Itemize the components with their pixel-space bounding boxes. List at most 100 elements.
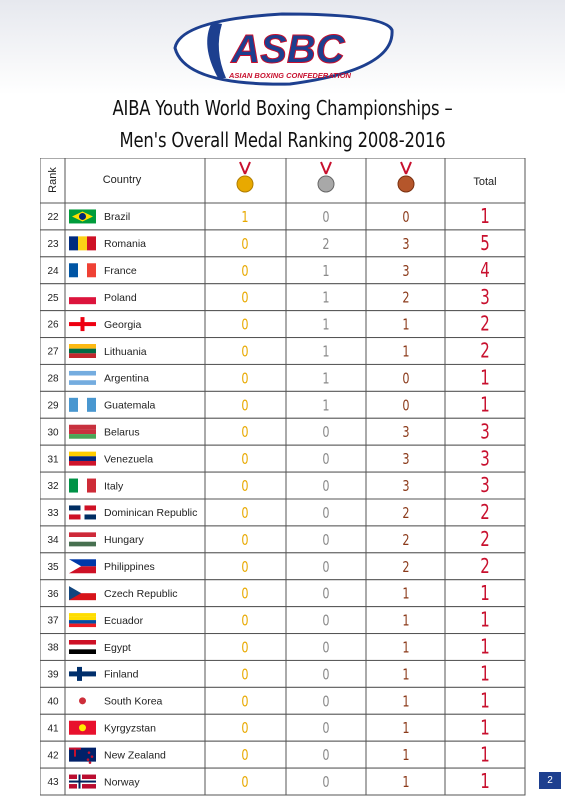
gold-count: 0	[241, 506, 248, 523]
flag	[69, 720, 96, 735]
flag-part	[69, 456, 96, 461]
flag-part	[69, 290, 96, 298]
table-row: 28 Argentina 0 1 0 1	[40, 363, 526, 392]
flag	[69, 478, 96, 493]
bronze-count: 2	[402, 506, 409, 523]
country: France	[104, 265, 137, 277]
bronze-count: 3	[402, 452, 409, 469]
gold-count: 0	[241, 290, 248, 307]
row-cell	[40, 310, 526, 339]
gold-count: 0	[241, 263, 248, 280]
flag	[69, 747, 96, 764]
row-cell	[40, 444, 526, 473]
gold-count: 0	[241, 371, 248, 388]
row-cell	[40, 202, 526, 231]
flag-part	[74, 747, 76, 757]
table-row: 36 Czech Republic 0 0 1 1	[40, 579, 526, 608]
header-country: Country	[103, 174, 142, 186]
row-cell	[40, 659, 526, 688]
title-line: Men's Overall Medal Ranking 2008-2016	[119, 128, 446, 152]
flag	[69, 532, 96, 547]
flag-part	[84, 505, 96, 511]
country: Argentina	[104, 373, 149, 385]
table-row: 29 Guatemala 0 1 0 1	[40, 390, 526, 419]
table-row: 33 Dominican Republic 0 0 2 2	[40, 498, 526, 527]
bronze-count: 1	[402, 640, 409, 657]
country: Romania	[104, 238, 146, 250]
total-count: 2	[480, 341, 490, 364]
flag-part	[69, 566, 96, 574]
silver-count: 0	[322, 667, 329, 684]
country: Italy	[104, 480, 124, 492]
bronze-count: 1	[402, 317, 409, 334]
rank: 28	[47, 374, 59, 385]
table-row: 22 Brazil 1 0 0 1	[40, 202, 526, 231]
flag-part	[69, 397, 78, 412]
flag-part	[69, 623, 96, 628]
flag	[69, 774, 96, 789]
total-count: 2	[480, 314, 490, 337]
flag	[69, 640, 96, 654]
flag	[69, 424, 96, 439]
title-line: AIBA Youth World Boxing Championships –	[112, 96, 453, 120]
rank: 38	[47, 643, 59, 654]
page-number: 2	[539, 772, 561, 789]
flag-part	[69, 671, 96, 677]
silver-count: 0	[322, 640, 329, 657]
table-row: 43 Norway 0 0 1 1	[40, 767, 526, 796]
rank: 26	[47, 320, 59, 331]
silver-count: 1	[322, 344, 329, 361]
logo: ASBC ASIAN BOXING CONFEDERATION	[0, 0, 565, 95]
flag-part	[69, 747, 96, 762]
country: Hungary	[104, 534, 144, 546]
rank: 31	[47, 454, 59, 465]
country: Kyrgyzstan	[104, 723, 156, 735]
silver-count: 0	[322, 721, 329, 738]
row-cell	[40, 713, 526, 742]
flag	[69, 397, 96, 412]
silver-medal-icon	[317, 161, 335, 193]
rank: 36	[47, 589, 59, 600]
flag-part	[69, 586, 82, 601]
table-row: 25 Poland 0 1 2 3	[40, 283, 526, 312]
flag-part	[69, 514, 81, 520]
rank: 33	[47, 508, 59, 519]
logo-text: ASBC	[230, 28, 345, 72]
silver-count: 0	[322, 452, 329, 469]
gold-count: 0	[241, 479, 248, 496]
total-count: 4	[480, 260, 490, 283]
total-count: 1	[480, 583, 490, 606]
rank: 37	[47, 616, 59, 627]
flag-part	[69, 593, 96, 601]
flag-part	[87, 397, 96, 412]
table-row: 23 Romania 0 2 3 5	[40, 229, 526, 258]
gold-count: 0	[241, 559, 248, 576]
total-count: 1	[480, 771, 490, 794]
flag	[69, 290, 96, 305]
row-cell	[40, 471, 526, 500]
bronze-medal-icon	[397, 161, 415, 193]
silver-count: 1	[322, 398, 329, 415]
flag	[69, 586, 96, 601]
bronze-count: 1	[402, 694, 409, 711]
flag	[69, 505, 96, 520]
flag	[69, 451, 96, 466]
flag-part	[69, 644, 96, 650]
flag-part	[78, 263, 87, 278]
total-count: 1	[480, 744, 490, 767]
silver-count: 0	[322, 694, 329, 711]
gold-count: 0	[241, 613, 248, 630]
flag	[69, 209, 96, 224]
flag	[69, 263, 96, 278]
gold-count: 0	[241, 640, 248, 657]
flag-part	[69, 344, 96, 349]
country: Venezuela	[104, 453, 153, 465]
flag-part	[69, 780, 96, 783]
rank: 25	[47, 293, 59, 304]
table-row: 40 South Korea 0 0 1 1	[40, 686, 526, 715]
rank: 40	[47, 696, 59, 707]
flag-part	[69, 559, 96, 567]
total-count: 1	[480, 637, 490, 660]
gold-count: 0	[241, 748, 248, 765]
